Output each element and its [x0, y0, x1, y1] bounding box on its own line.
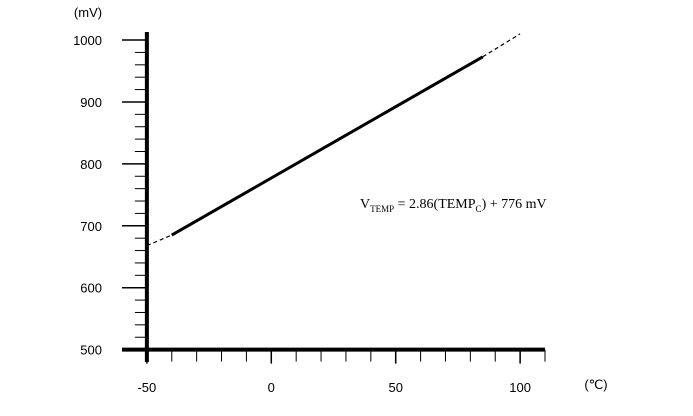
dashed-line — [146, 234, 172, 247]
y-tick-label: 900 — [80, 95, 102, 110]
x-axis-label: (℃) — [584, 377, 607, 392]
dashed-line — [482, 33, 521, 58]
x-tick-label: 50 — [388, 380, 402, 395]
y-tick-label: 1000 — [73, 33, 102, 48]
equation-part: V — [360, 197, 370, 212]
equation-part: TEMP — [370, 204, 394, 214]
y-tick-label: 600 — [80, 281, 102, 296]
x-tick-label: 0 — [268, 380, 275, 395]
equation-part: = 2.86(TEMP — [394, 197, 476, 212]
y-tick-label: 800 — [80, 157, 102, 172]
y-tick-label: 500 — [80, 343, 102, 358]
x-tick-label: -50 — [137, 380, 156, 395]
y-tick-label: 700 — [80, 219, 102, 234]
line — [171, 55, 484, 237]
equation-part: C — [476, 204, 482, 214]
x-tick-label: 100 — [509, 380, 531, 395]
y-axis-label: (mV) — [74, 5, 102, 20]
equation-part: ) + 776 mV — [482, 197, 547, 212]
equation: VTEMP = 2.86(TEMPC) + 776 mV — [360, 197, 547, 214]
